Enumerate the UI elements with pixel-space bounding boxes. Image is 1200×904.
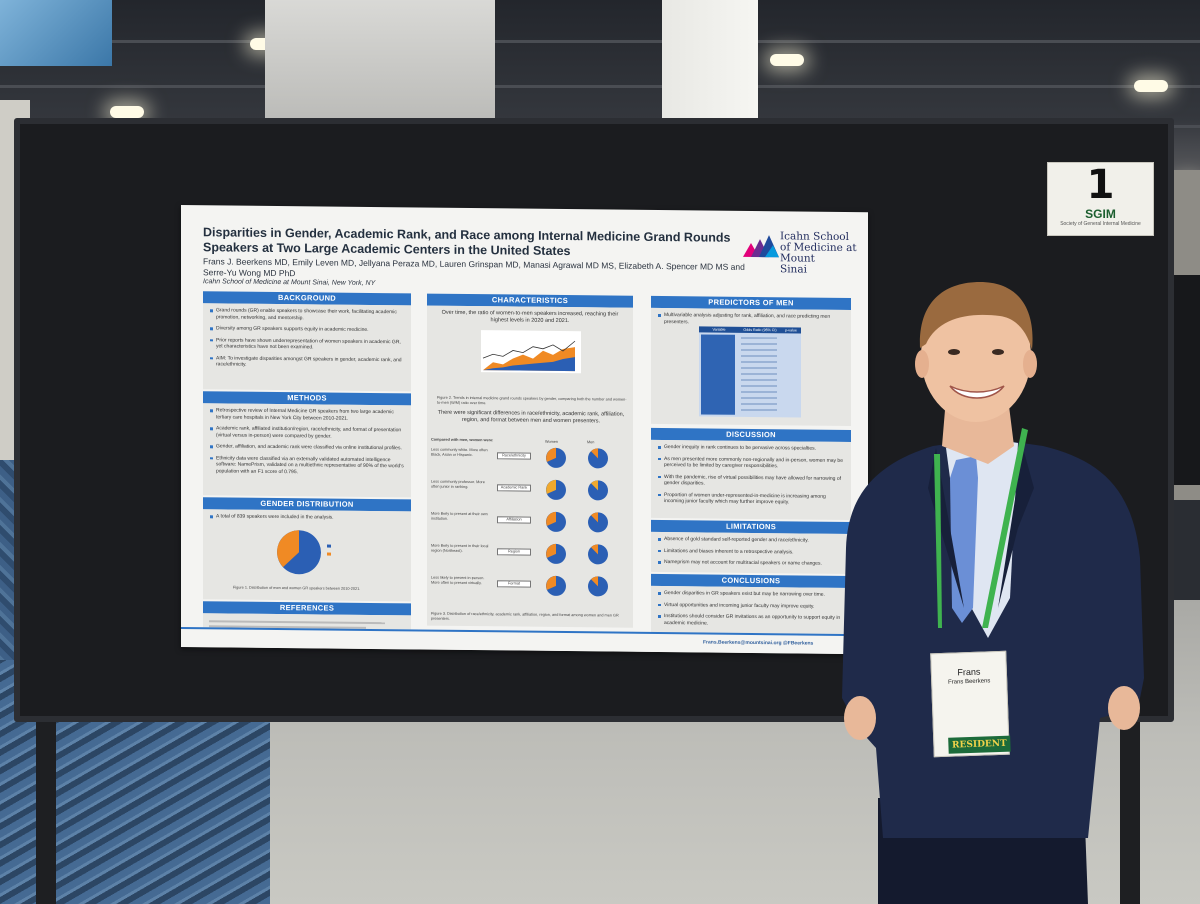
women-pie: [546, 479, 566, 500]
figure-3-row-tag: Region: [497, 548, 531, 556]
odds-ratio-table: Variable Odds Ratio (95% CI) p-value: [699, 326, 801, 418]
poster-column-middle: CHARACTERISTICS Over time, the ratio of …: [427, 293, 633, 628]
methods-item: Gender, affiliation, and academic rank w…: [209, 443, 405, 452]
limitations-item: Absence of gold standard self-reported g…: [657, 536, 845, 544]
background-item: Grand rounds (GR) enable speakers to sho…: [209, 307, 405, 322]
board-number: 1: [1086, 162, 1115, 208]
discussion-item: With the pandemic, rise of virtual possi…: [657, 473, 845, 488]
background-item: AIM: To investigate disparities amongst …: [209, 355, 405, 370]
conclusions-item: Institutions should consider GR invitati…: [657, 613, 845, 628]
table-head-p: p-value: [785, 328, 797, 333]
badge-full-name: Frans Beerkens: [947, 678, 991, 686]
col-women-label: Women: [545, 439, 559, 444]
background-section: Grand rounds (GR) enable speakers to sho…: [203, 303, 411, 392]
gender-section: A total of 839 speakers were included in…: [203, 509, 411, 602]
gender-pie-chart: [277, 530, 331, 575]
women-pie: [546, 511, 566, 532]
predictors-section: Multivariable analysis adjusting for ran…: [651, 307, 851, 427]
poster-column-right: PREDICTORS OF MEN Multivariable analysis…: [651, 295, 851, 637]
men-pie: [588, 448, 608, 469]
figure-3-caption: Figure 3. Distribution of race/ethnicity…: [431, 611, 619, 621]
hanging-sign: [0, 0, 112, 66]
characteristics-intro: Over time, the ratio of women-to-men spe…: [441, 309, 619, 325]
figure-3-row-text: Less commonly professor. More often juni…: [431, 479, 485, 490]
discussion-item: Gender inequity in rank continues to be …: [657, 444, 845, 452]
badge-resident-ribbon: RESIDENT: [948, 735, 1011, 754]
women-pie: [546, 447, 566, 468]
figure-3-row-text: Less commonly white. More often Black, A…: [431, 447, 488, 458]
men-pie: [588, 480, 608, 501]
background-item: Diversity among GR speakers supports equ…: [209, 325, 405, 334]
name-badge: Frans Frans Beerkens RESIDENT: [930, 650, 1011, 758]
figure-3-row-text: More likely to present at their own inst…: [431, 511, 488, 521]
men-pie: [588, 576, 608, 597]
men-pie: [588, 512, 608, 533]
figure-2-caption: Figure 2. Trends in internal medicine gr…: [437, 395, 627, 406]
figure-3-grid: Less commonly white. More often Black, A…: [431, 324, 627, 597]
badge-first-name: Frans: [957, 666, 981, 678]
mount-sinai-logo-icon: [743, 235, 779, 258]
figure-3-row-text: More likely to present in their local re…: [431, 543, 489, 553]
poster-affiliation: Icahn School of Medicine at Mount Sinai,…: [203, 278, 376, 288]
methods-item: Retrospective review of Internal Medicin…: [209, 407, 405, 422]
figure-1-caption: Figure 1. Distribution of men and women …: [233, 585, 361, 591]
research-poster: Disparities in Gender, Academic Rank, an…: [181, 205, 868, 655]
limitations-item: Nameprism may not account for multiracia…: [657, 559, 845, 567]
discussion-item: As men presented more commonly non-regio…: [657, 455, 845, 470]
discussion-section: Gender inequity in rank continues to be …: [651, 439, 851, 521]
sgim-subtitle: Society of General Internal Medicine: [1060, 221, 1141, 227]
figure-3-row-tag: Academic Rank: [497, 484, 531, 492]
compare-label: Compared with men, women were:: [431, 437, 494, 443]
conclusions-section: Gender disparities in GR speakers exist …: [651, 585, 851, 637]
logo-line-4: Sinai: [780, 263, 807, 276]
limitations-item: Limitations and biases inherent to a ret…: [657, 547, 845, 555]
table-head-variable: Variable: [712, 327, 726, 332]
figure-3-row-text: Less likely to present in-person. More o…: [431, 575, 485, 586]
pillar: [662, 0, 758, 138]
methods-item: Academic rank, affiliated institution/re…: [209, 425, 405, 440]
conclusions-item: Gender disparities in GR speakers exist …: [657, 590, 845, 598]
table-head-or: Odds Ratio (95% CI): [743, 327, 777, 333]
sgim-logo: SGIM: [1085, 207, 1116, 221]
board-number-card: 1 SGIM Society of General Internal Medic…: [1047, 162, 1154, 236]
predictors-intro: Multivariable analysis adjusting for ran…: [657, 312, 845, 327]
mount-sinai-logo: Icahn School of Medicine at Mount Sinai: [743, 230, 858, 280]
presenter: [838, 278, 1148, 904]
men-pie: [588, 544, 608, 565]
ceiling-soffit: [265, 0, 495, 130]
characteristics-section: Over time, the ratio of women-to-men spe…: [427, 305, 633, 628]
figure-3-row-tag: Format: [497, 580, 531, 588]
board-leg-left: [36, 700, 56, 904]
figure-3-row-tag: Affiliation: [497, 516, 531, 524]
methods-section: Retrospective review of Internal Medicin…: [203, 403, 411, 498]
gender-item: A total of 839 speakers were included in…: [209, 513, 405, 522]
limitations-section: Absence of gold standard self-reported g…: [651, 531, 851, 575]
women-pie: [546, 575, 566, 596]
discussion-item: Proportion of women under-represented-in…: [657, 491, 845, 506]
poster-column-left: BACKGROUND Grand rounds (GR) enable spea…: [203, 291, 411, 642]
presenter-figure: [842, 282, 1144, 904]
figure-3-row-tag: Race/ethnicity: [497, 452, 531, 460]
background-item: Prior reports have shown underrepresenta…: [209, 337, 405, 352]
board-leg-right: [1120, 700, 1140, 904]
methods-item: Ethnicity data were classified via an ex…: [209, 455, 405, 477]
contact-info: Frans.Beerkens@mountsinai.org @FBeerkens: [703, 639, 814, 647]
trend-chart: [481, 330, 581, 374]
differences-text: There were significant differences in ra…: [437, 409, 625, 425]
conclusions-item: Virtual opportunities and incoming junio…: [657, 601, 845, 610]
poster-title: Disparities in Gender, Academic Rank, an…: [203, 225, 731, 259]
women-pie: [546, 543, 566, 564]
col-men-label: Men: [587, 440, 595, 445]
